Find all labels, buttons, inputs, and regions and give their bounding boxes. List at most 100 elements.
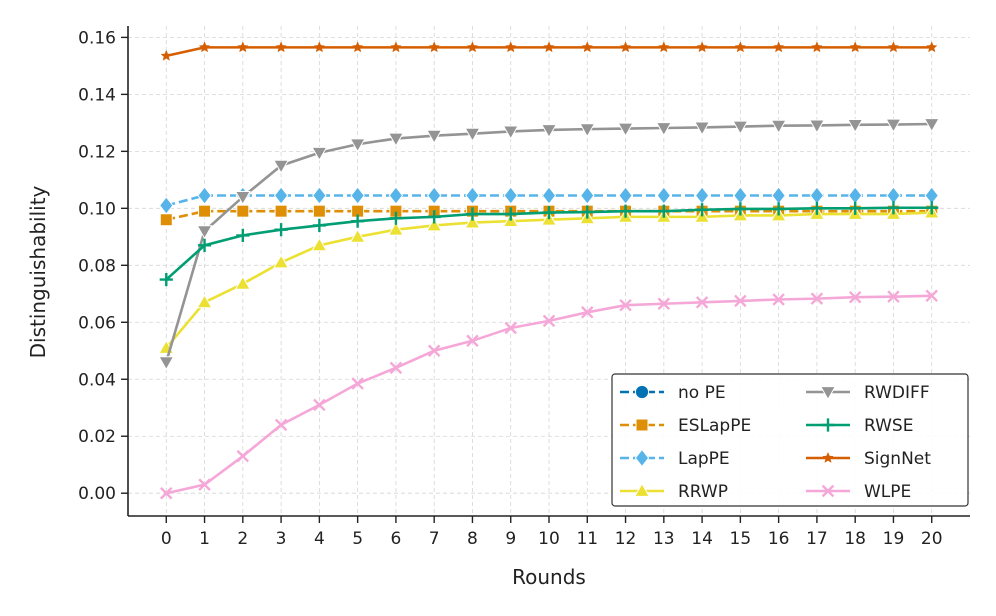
- data-point: [426, 217, 443, 232]
- data-point: [619, 298, 632, 312]
- x-tick-label: 16: [768, 529, 790, 549]
- y-tick-label: 0.08: [78, 256, 116, 276]
- x-tick-label: 6: [390, 529, 401, 549]
- data-point: [465, 207, 480, 221]
- data-point: [772, 41, 785, 53]
- data-point: [811, 41, 823, 53]
- data-point: [925, 201, 939, 215]
- legend-marker: [634, 384, 650, 400]
- data-point: [772, 293, 785, 306]
- y-tick-label: 0.16: [78, 28, 116, 48]
- data-point: [387, 132, 404, 147]
- data-point: [465, 186, 480, 205]
- legend-entry: LapPE: [620, 448, 730, 469]
- data-point: [655, 122, 672, 137]
- data-point: [848, 290, 862, 304]
- data-point: [847, 186, 863, 205]
- data-point: [466, 41, 479, 53]
- legend-entry: RRWP: [620, 482, 728, 502]
- x-tick-label: 13: [653, 529, 675, 549]
- data-point: [580, 205, 594, 219]
- x-tick-label: 1: [199, 529, 210, 549]
- data-point: [273, 159, 290, 174]
- data-point: [387, 221, 404, 236]
- data-point: [311, 146, 328, 161]
- data-point: [848, 201, 862, 215]
- data-point: [504, 207, 518, 221]
- y-tick-label: 0.06: [78, 313, 116, 333]
- data-point: [542, 314, 556, 328]
- x-tick-label: 20: [921, 529, 943, 549]
- data-point: [810, 201, 824, 215]
- data-point: [581, 306, 594, 319]
- x-tick-label: 12: [615, 529, 637, 549]
- axes: 0.000.020.040.060.080.100.120.140.160 1 2 3…: [78, 26, 970, 549]
- data-point: [619, 41, 632, 53]
- data-point: [772, 202, 786, 216]
- data-point: [313, 41, 326, 53]
- data-point: [695, 296, 709, 309]
- legend-label: LapPE: [678, 449, 730, 469]
- data-point: [617, 122, 634, 137]
- x-tick-label: 10: [538, 529, 560, 549]
- data-point: [426, 186, 442, 205]
- data-point: [313, 398, 326, 412]
- data-point: [159, 196, 174, 215]
- data-point: [159, 213, 173, 227]
- data-point: [198, 204, 212, 218]
- x-tick-label: 15: [730, 529, 752, 549]
- data-point: [732, 120, 749, 135]
- x-tick-label: 19: [883, 529, 905, 549]
- data-point: [236, 228, 250, 242]
- data-point: [274, 223, 288, 237]
- series-rwdiff: [158, 118, 940, 371]
- data-point: [808, 119, 825, 134]
- data-point: [160, 49, 173, 61]
- data-point: [733, 202, 747, 216]
- data-point: [426, 129, 443, 144]
- data-point: [274, 204, 288, 218]
- data-point: [503, 186, 518, 205]
- data-point: [158, 356, 175, 371]
- data-point: [579, 123, 596, 138]
- data-point: [618, 204, 633, 218]
- x-tick-label: 14: [691, 529, 713, 549]
- data-point: [771, 186, 786, 205]
- data-point: [351, 41, 364, 53]
- legend-label: no PE: [678, 383, 726, 403]
- data-point: [275, 41, 287, 53]
- data-point: [197, 238, 212, 252]
- legend-label: RWSE: [864, 416, 913, 436]
- y-tick-label: 0.02: [78, 427, 116, 447]
- data-point: [923, 118, 940, 133]
- data-point: [311, 237, 328, 252]
- data-point: [886, 201, 901, 215]
- data-point: [464, 214, 481, 229]
- data-point: [541, 186, 557, 205]
- y-tick-label: 0.04: [78, 370, 116, 390]
- legend-marker: [634, 448, 650, 468]
- legend-marker: [821, 418, 835, 432]
- data-point: [349, 138, 366, 153]
- data-point: [351, 377, 364, 390]
- data-point: [389, 361, 403, 375]
- series-wlpe: [160, 289, 938, 500]
- legend-marker: [822, 451, 834, 463]
- legend-label: RWDIFF: [864, 383, 930, 403]
- data-point: [657, 204, 671, 218]
- data-point: [198, 41, 211, 53]
- data-point: [733, 186, 748, 205]
- x-tick-label: 8: [467, 529, 478, 549]
- data-point: [160, 486, 173, 500]
- data-point: [887, 290, 900, 303]
- data-point: [312, 204, 326, 218]
- data-point: [887, 41, 900, 53]
- series-signnet: [160, 41, 938, 61]
- data-point: [658, 41, 670, 53]
- data-point: [542, 205, 556, 220]
- series-rwse: [159, 201, 939, 287]
- data-point: [809, 186, 825, 205]
- data-point: [427, 344, 441, 358]
- data-point: [504, 41, 517, 53]
